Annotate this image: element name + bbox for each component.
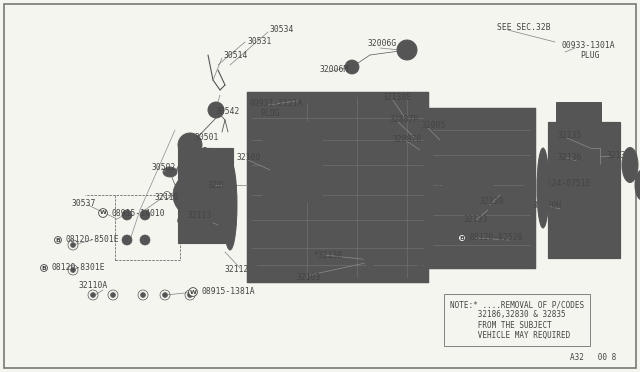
Text: 32135: 32135 — [558, 131, 582, 140]
Circle shape — [122, 235, 132, 245]
Bar — [428, 108, 535, 268]
Text: 328870: 328870 — [393, 135, 422, 144]
Circle shape — [208, 102, 224, 118]
Text: W: W — [189, 289, 196, 295]
Circle shape — [418, 105, 422, 109]
Text: B: B — [460, 235, 465, 241]
Ellipse shape — [525, 163, 535, 213]
Ellipse shape — [537, 148, 549, 228]
Circle shape — [140, 210, 150, 220]
Text: W: W — [100, 211, 106, 215]
Text: 30542: 30542 — [216, 108, 241, 116]
Circle shape — [418, 265, 422, 269]
Text: 32139: 32139 — [480, 198, 504, 206]
Bar — [556, 102, 601, 122]
Text: B: B — [42, 266, 47, 270]
Text: 32006M: 32006M — [320, 65, 349, 74]
Circle shape — [111, 292, 115, 298]
Text: 08120-82528: 08120-82528 — [470, 234, 524, 243]
Bar — [247, 92, 428, 282]
Circle shape — [253, 265, 257, 269]
Ellipse shape — [223, 160, 237, 250]
Text: B: B — [527, 180, 532, 186]
Bar — [178, 148, 233, 243]
Text: 30531: 30531 — [248, 36, 273, 45]
Bar — [115, 195, 180, 260]
Circle shape — [90, 292, 95, 298]
Circle shape — [345, 60, 359, 74]
Text: PLUG: PLUG — [260, 109, 280, 118]
Text: A32   00 8: A32 00 8 — [570, 353, 616, 362]
Circle shape — [178, 133, 202, 157]
Text: 32110A: 32110A — [79, 280, 108, 289]
Text: 32103: 32103 — [297, 273, 321, 282]
Text: 32005: 32005 — [422, 121, 446, 129]
Circle shape — [122, 210, 132, 220]
Text: 08120-8501E: 08120-8501E — [66, 235, 120, 244]
Text: 08120-8301E: 08120-8301E — [52, 263, 106, 273]
Text: 08915-14010: 08915-14010 — [111, 208, 164, 218]
Circle shape — [443, 163, 493, 213]
Text: PLUG: PLUG — [580, 51, 600, 60]
Circle shape — [418, 183, 422, 187]
Text: 32100: 32100 — [237, 154, 261, 163]
Circle shape — [141, 292, 145, 298]
Circle shape — [253, 105, 257, 109]
Bar — [267, 127, 317, 197]
Circle shape — [188, 292, 193, 298]
Text: 32110: 32110 — [155, 193, 179, 202]
Text: 30537: 30537 — [72, 199, 97, 208]
Circle shape — [364, 254, 376, 266]
Text: 08915-1381A: 08915-1381A — [201, 288, 255, 296]
Ellipse shape — [635, 170, 640, 200]
Circle shape — [404, 47, 410, 53]
Text: 00933-1301A: 00933-1301A — [562, 41, 616, 49]
Text: 32113: 32113 — [188, 211, 212, 219]
Text: 32130H: 32130H — [533, 201, 563, 209]
Bar — [262, 122, 322, 202]
Text: 30502: 30502 — [152, 164, 177, 173]
Text: 30501: 30501 — [195, 134, 220, 142]
Ellipse shape — [622, 148, 638, 183]
Text: 32006G: 32006G — [368, 39, 397, 48]
Circle shape — [554, 160, 614, 220]
Circle shape — [70, 243, 76, 247]
Circle shape — [253, 183, 257, 187]
Text: 30514: 30514 — [224, 51, 248, 61]
Text: NOTE:* ....REMOVAL OF P/CODES
      32186,32830 & 32835
      FROM THE SUBJECT
 : NOTE:* ....REMOVAL OF P/CODES 32186,3283… — [450, 300, 584, 340]
Text: 32133: 32133 — [464, 215, 488, 224]
Circle shape — [163, 292, 168, 298]
Ellipse shape — [196, 148, 214, 243]
Text: 32130: 32130 — [607, 151, 632, 160]
Text: 32112: 32112 — [225, 266, 250, 275]
Circle shape — [397, 40, 417, 60]
Text: 08124-0751E: 08124-0751E — [538, 179, 591, 187]
Text: 30534: 30534 — [270, 26, 294, 35]
Text: B: B — [56, 237, 60, 243]
Text: 32136: 32136 — [558, 154, 582, 163]
Circle shape — [173, 173, 217, 217]
Text: 32887P: 32887P — [390, 115, 419, 125]
Text: SEE SEC.32B: SEE SEC.32B — [497, 22, 550, 32]
Text: 32887N: 32887N — [208, 180, 237, 189]
Text: *32138: *32138 — [313, 250, 342, 260]
Bar — [548, 122, 620, 258]
Circle shape — [298, 95, 308, 105]
Ellipse shape — [163, 167, 177, 177]
Circle shape — [140, 235, 150, 245]
Circle shape — [70, 267, 76, 273]
Text: 00931-2121A: 00931-2121A — [249, 99, 303, 108]
Text: 32138E: 32138E — [383, 93, 412, 103]
